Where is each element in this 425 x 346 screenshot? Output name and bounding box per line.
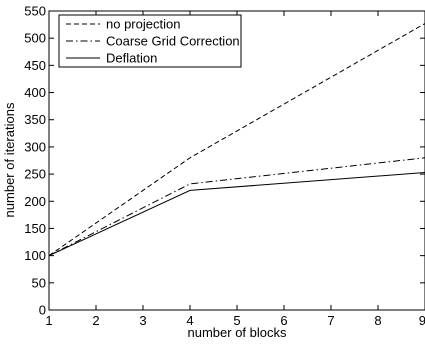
series-lines <box>48 23 425 257</box>
x-tick-label: 2 <box>92 313 99 328</box>
x-tick-label: 6 <box>280 313 287 328</box>
y-tick-label: 500 <box>24 31 46 46</box>
legend: no projection Coarse Grid Correction Defla… <box>58 14 242 68</box>
x-axis-ticks: 1 2 3 4 5 6 7 8 9 <box>45 11 425 328</box>
series-line-deflation <box>48 171 425 257</box>
x-tick-label: 9 <box>419 313 425 328</box>
x-tick-label: 4 <box>186 313 193 328</box>
series-line-no-projection <box>48 23 425 257</box>
legend-label: no projection <box>106 17 180 32</box>
y-tick-label: 250 <box>24 167 46 182</box>
y-tick-label: 300 <box>24 139 46 154</box>
x-tick-label: 5 <box>233 313 240 328</box>
x-tick-label: 1 <box>45 313 52 328</box>
series-line-coarse-grid-correction <box>48 157 425 257</box>
y-axis-label: number of iterations <box>2 102 17 217</box>
legend-label: Deflation <box>106 51 157 66</box>
x-tick-label: 8 <box>374 313 381 328</box>
y-tick-label: 150 <box>24 221 46 236</box>
x-tick-label: 3 <box>139 313 146 328</box>
x-tick-label: 7 <box>327 313 334 328</box>
legend-label: Coarse Grid Correction <box>106 34 240 49</box>
y-tick-label: 200 <box>24 194 46 209</box>
y-tick-label: 450 <box>24 58 46 73</box>
y-tick-label: 400 <box>24 85 46 100</box>
x-axis-label: number of blocks <box>188 325 287 340</box>
y-tick-label: 350 <box>24 112 46 127</box>
y-tick-label: 550 <box>24 4 46 19</box>
y-tick-label: 100 <box>24 248 46 263</box>
y-axis-ticks: 0 50 100 150 200 250 300 350 400 450 500 550 <box>24 4 425 318</box>
y-tick-label: 0 <box>39 303 46 318</box>
y-tick-label: 50 <box>32 275 46 290</box>
